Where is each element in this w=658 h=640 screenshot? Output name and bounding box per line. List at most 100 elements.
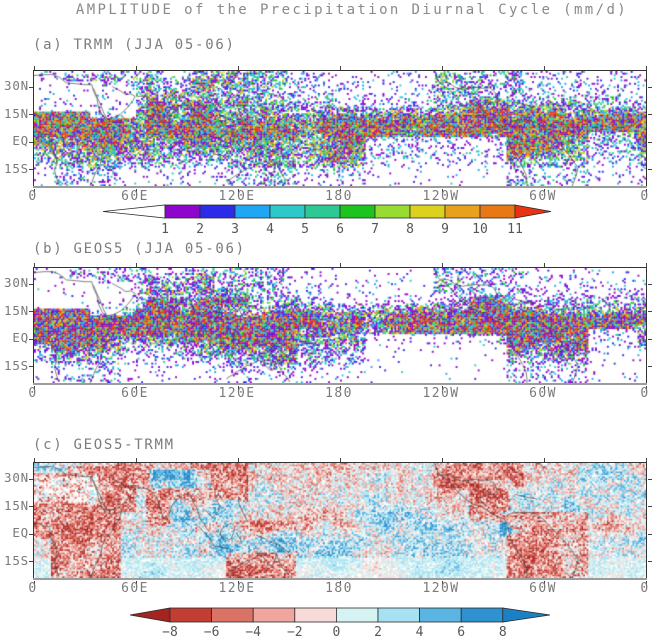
lon-tick: [645, 263, 647, 267]
colorbar-tick-label: 2: [374, 625, 382, 640]
lat-tick-label: 30N: [4, 275, 29, 291]
colorbar-segment: [199, 204, 236, 219]
panel-b-map: [29, 263, 652, 390]
lat-tick: [29, 311, 33, 313]
lon-tick: [543, 458, 545, 462]
lon-tick: [135, 263, 137, 267]
lat-tick: [647, 366, 652, 368]
colorbar-tick-label: −4: [245, 625, 261, 640]
lat-tick: [29, 366, 33, 368]
panel-a-map: [29, 66, 652, 193]
lon-tick-label: 120W: [422, 189, 460, 204]
colorbar-tick-label: 10: [472, 222, 488, 237]
lat-tick: [647, 114, 652, 116]
lon-tick-label: 180: [325, 386, 353, 401]
panel-b-heatmap: [34, 268, 646, 383]
lon-tick: [441, 263, 443, 267]
lat-tick-label: 15N: [4, 302, 29, 318]
lon-tick: [33, 189, 35, 193]
lon-tick-label: 180: [325, 581, 353, 596]
colorbar-tick-label: 9: [441, 222, 449, 237]
lon-tick: [645, 458, 647, 462]
lat-tick: [647, 478, 652, 480]
colorbar-tick-label: 8: [499, 625, 507, 640]
lat-tick-label: 30N: [4, 470, 29, 486]
lat-tick: [647, 311, 652, 313]
lat-tick-label: 15S: [4, 552, 29, 568]
colorbar-segment: [460, 607, 504, 623]
colorbar-under-arrow: [129, 607, 171, 623]
colorbar-tick-label: 7: [371, 222, 379, 237]
colorbar-tick-label: 2: [196, 222, 204, 237]
lon-tick-label: 60E: [121, 581, 149, 596]
lon-tick: [339, 581, 341, 585]
colorbar-segment: [169, 607, 212, 623]
colorbar-segment: [339, 204, 376, 219]
lon-tick-label: 60E: [121, 386, 149, 401]
colorbar-tick-label: 3: [231, 222, 239, 237]
lat-tick: [29, 169, 33, 171]
axis-baseline: [33, 186, 647, 188]
colorbar-tick-label: −8: [162, 625, 178, 640]
lon-tick-label: 120E: [218, 189, 256, 204]
lat-tick: [647, 283, 652, 285]
colorbar-over-arrow: [514, 204, 552, 219]
lon-tick-label: 60E: [121, 189, 149, 204]
lon-tick: [645, 581, 647, 585]
lon-tick: [339, 386, 341, 390]
lon-tick-label: 60W: [529, 189, 557, 204]
lon-tick: [135, 189, 137, 193]
lon-tick-label: 0: [28, 386, 38, 401]
colorbar-segment: [479, 204, 516, 219]
lat-tick: [29, 114, 33, 116]
colorbar-segment: [252, 607, 296, 623]
colorbar-tick-label: 1: [161, 222, 169, 237]
lon-tick-label: 0: [640, 189, 650, 204]
lon-tick: [135, 66, 137, 70]
lon-tick: [135, 458, 137, 462]
colorbar-segment: [164, 204, 201, 219]
lon-tick: [645, 66, 647, 70]
colorbar-segment: [419, 607, 462, 623]
lat-tick: [647, 506, 652, 508]
lon-tick-label: 0: [640, 386, 650, 401]
lat-tick: [647, 141, 652, 143]
panel-c-map: [29, 458, 652, 585]
lon-tick: [441, 386, 443, 390]
colorbar-segment: [211, 607, 254, 623]
colorbar-segment: [304, 204, 341, 219]
lon-tick: [339, 66, 341, 70]
lat-tick: [29, 506, 33, 508]
figure-title: AMPLITUDE of the Precipitation Diurnal C…: [75, 2, 629, 18]
lon-tick: [441, 581, 443, 585]
lon-tick: [237, 263, 239, 267]
colorbar-tick-label: −6: [204, 625, 220, 640]
lat-tick: [29, 478, 33, 480]
colorbar-tick-label: 0: [332, 625, 340, 640]
lon-tick: [237, 458, 239, 462]
lon-tick: [339, 458, 341, 462]
lon-tick-label: 0: [28, 581, 38, 596]
lon-tick: [33, 581, 35, 585]
lon-tick: [645, 189, 647, 193]
lon-tick: [33, 458, 35, 462]
colorbar-tick-label: 5: [301, 222, 309, 237]
lon-tick: [237, 189, 239, 193]
lon-tick: [237, 66, 239, 70]
colorbar-tick-label: −2: [287, 625, 303, 640]
colorbar-tick-label: 6: [457, 625, 465, 640]
axis-baseline: [33, 578, 647, 580]
colorbar-segment: [335, 607, 379, 623]
lon-tick-label: 180: [325, 189, 353, 204]
lon-tick-label: 0: [28, 189, 38, 204]
lon-tick-label: 120E: [218, 581, 256, 596]
colorbar-segment: [444, 204, 481, 219]
colorbar-segment: [409, 204, 446, 219]
lon-tick-label: 120W: [422, 581, 460, 596]
panel-c-label: (c) GEOS5-TRMM: [33, 437, 175, 453]
lon-tick: [135, 581, 137, 585]
lat-tick-label: EQ: [12, 133, 29, 149]
lon-tick: [441, 458, 443, 462]
difference-colorbar: −8 −6 −4 −2 0 2 4 6 8: [129, 607, 551, 640]
lat-tick: [647, 561, 652, 563]
